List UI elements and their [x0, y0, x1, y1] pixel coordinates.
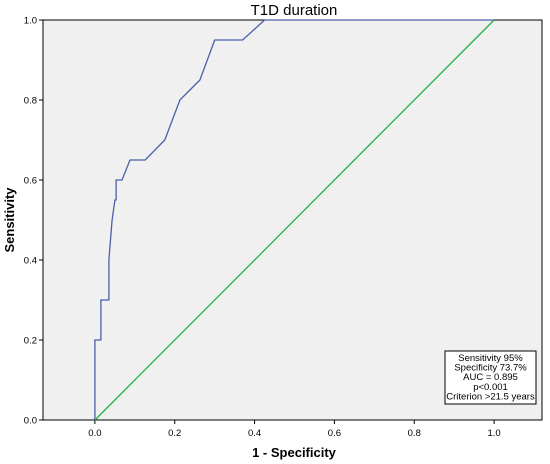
y-tick-label: 0.4: [24, 256, 37, 267]
annotation-line: AUC = 0.895: [463, 372, 518, 383]
annotation-box: Sensitivity 95%Specificity 73.7%AUC = 0.…: [444, 350, 537, 405]
roc-curve: [94, 19, 495, 420]
annotation-box-frame: [444, 350, 537, 405]
series-layer: [94, 19, 495, 421]
y-tick-label: 0.8: [24, 96, 37, 107]
annotation-line: Criterion >21.5 years: [446, 391, 535, 402]
y-axis-label: Sensitivity: [2, 187, 17, 253]
x-tick-label: 0.6: [328, 428, 341, 439]
x-tick-label: 0.2: [168, 428, 181, 439]
x-tick-label: 0.0: [88, 428, 101, 439]
x-tick-label: 0.8: [408, 428, 421, 439]
annotation-line: p<0.001: [473, 382, 508, 393]
y-tick-label: 0.2: [24, 336, 37, 347]
x-tick-label: 0.4: [248, 428, 261, 439]
axis-ticks: 0.0 0.2 0.4 0.6 0.8 1.0 0.0 0.2 0.4 0.6 0.8 1.0: [24, 16, 501, 440]
reference-line: [94, 19, 495, 421]
x-axis-label: 1 - Specificity: [252, 445, 337, 460]
annotation-line: Sensitivity 95%: [458, 353, 523, 364]
y-tick-label: 0.0: [24, 416, 37, 427]
y-tick-label: 1.0: [24, 16, 37, 27]
x-tick-label: 1.0: [487, 428, 500, 439]
chart-title: T1D duration: [251, 2, 338, 19]
y-tick-label: 0.6: [24, 176, 37, 187]
annotation-line: Specificity 73.7%: [454, 363, 527, 374]
